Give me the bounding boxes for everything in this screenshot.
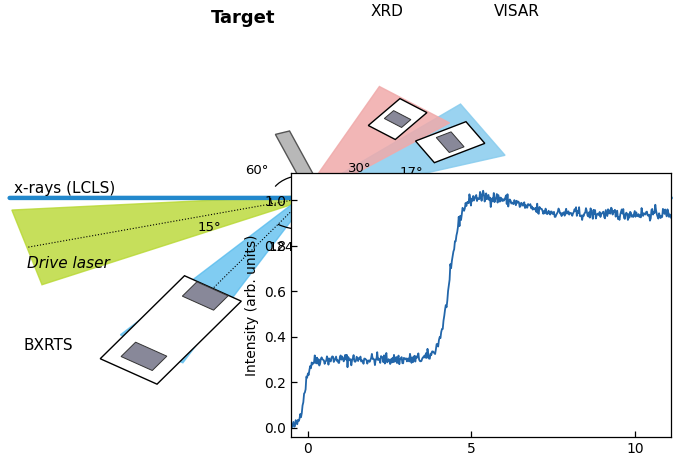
- Y-axis label: Intensity (arb. units): Intensity (arb. units): [245, 234, 259, 375]
- Polygon shape: [121, 197, 308, 363]
- Text: Drive laser: Drive laser: [27, 257, 110, 271]
- Polygon shape: [499, 228, 530, 253]
- Polygon shape: [384, 111, 411, 127]
- Polygon shape: [121, 342, 167, 370]
- Polygon shape: [182, 282, 228, 310]
- Text: 17°: 17°: [399, 167, 423, 179]
- Text: 15°: 15°: [197, 221, 221, 234]
- Polygon shape: [369, 99, 427, 140]
- Polygon shape: [508, 222, 652, 285]
- Polygon shape: [416, 121, 485, 163]
- Text: XRD: XRD: [371, 4, 403, 19]
- Text: x-rays (LCLS): x-rays (LCLS): [14, 182, 115, 196]
- Text: BXRTS: BXRTS: [24, 339, 73, 353]
- Polygon shape: [632, 256, 660, 278]
- Text: Target: Target: [211, 9, 275, 27]
- Text: VISAR: VISAR: [495, 4, 540, 19]
- Polygon shape: [303, 104, 505, 200]
- Polygon shape: [302, 86, 449, 199]
- Text: 124°: 124°: [269, 242, 300, 254]
- Text: 60°: 60°: [245, 164, 269, 177]
- Polygon shape: [100, 276, 241, 384]
- Polygon shape: [275, 131, 341, 228]
- Polygon shape: [304, 196, 610, 279]
- Polygon shape: [12, 196, 306, 285]
- Text: FXRTS: FXRTS: [599, 175, 647, 189]
- Text: 30°: 30°: [348, 162, 371, 175]
- Polygon shape: [436, 132, 464, 152]
